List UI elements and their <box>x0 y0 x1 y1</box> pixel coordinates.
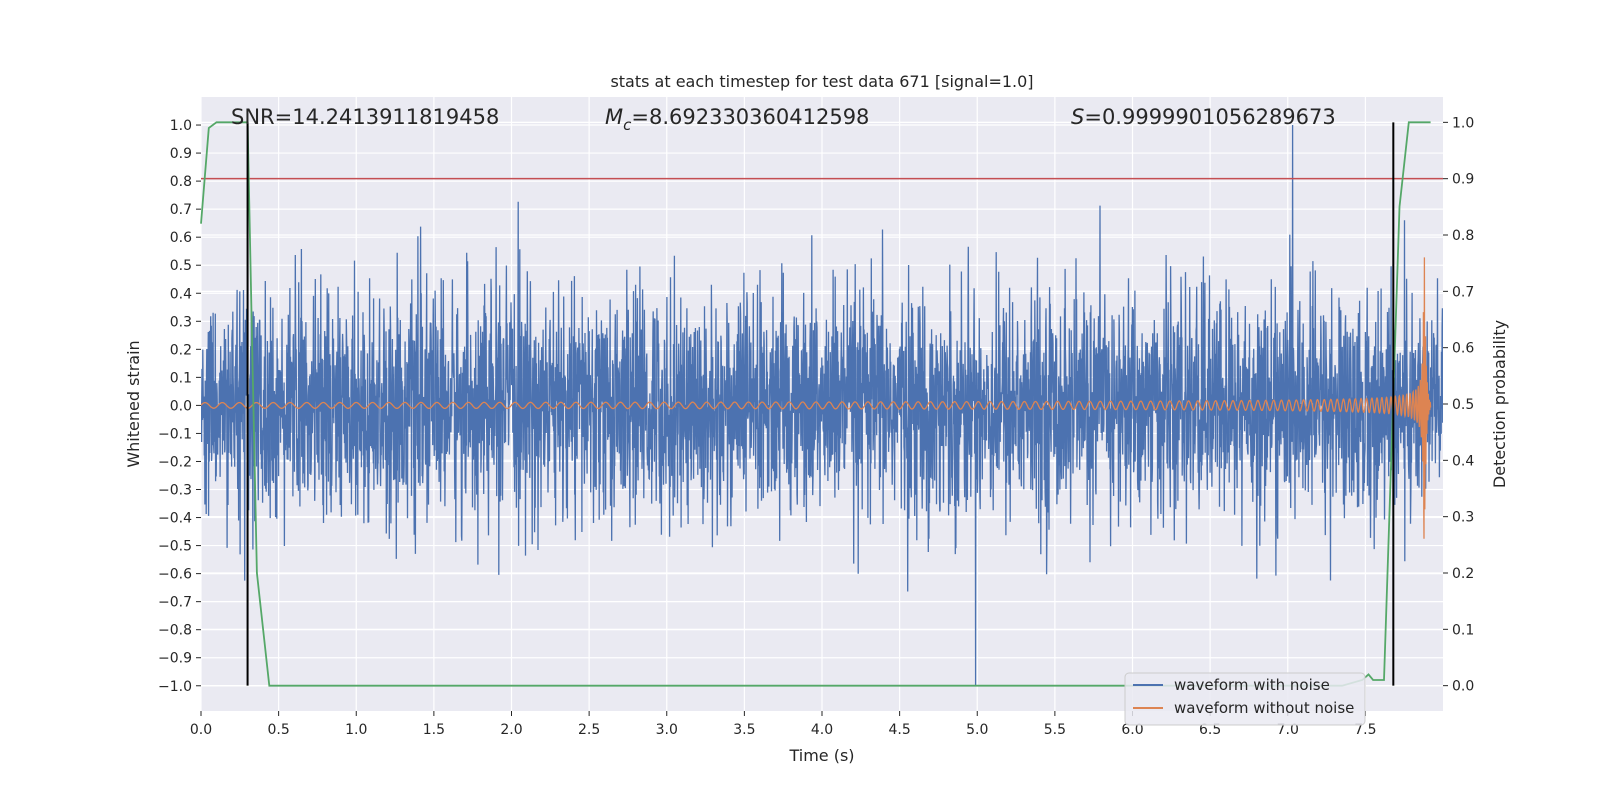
x-tick-label: 1.5 <box>423 722 445 738</box>
x-tick-label: 3.5 <box>733 722 755 738</box>
y-left-tick-label: −0.9 <box>158 651 192 667</box>
y-left-tick-label: 0.6 <box>170 230 192 246</box>
chirp-mass-annotation: Mc=8.692330360412598 <box>605 105 869 134</box>
plot-content <box>201 124 1443 686</box>
x-tick-label: 5.5 <box>1044 722 1066 738</box>
x-tick-label: 7.5 <box>1354 722 1376 738</box>
series-detection-probability <box>200 121 1431 687</box>
significance-annotation: S=0.9999901056289673 <box>1071 105 1336 129</box>
y-axis-right: 1.0 0.9 0.8 0.7 0.6 0.5 0.4 0.3 0.2 0.1 0.0 <box>1443 115 1474 695</box>
y-right-tick-label: 0.1 <box>1452 622 1474 638</box>
y-right-tick-label: 0.4 <box>1452 453 1474 469</box>
y-right-tick-label: 0.9 <box>1452 172 1474 188</box>
legend-label-clean: waveform without noise <box>1174 699 1354 717</box>
chart-title: stats at each timestep for test data 671… <box>610 72 1033 91</box>
chirp-mass-symbol: M <box>605 105 623 129</box>
x-tick-label: 1.0 <box>345 722 367 738</box>
y-left-tick-label: 0.0 <box>170 398 192 414</box>
series-waveform-without-noise <box>201 257 1432 539</box>
series-waveform-with-noise <box>201 124 1443 686</box>
y-left-tick-label: 0.1 <box>170 370 192 386</box>
x-tick-label: 3.0 <box>656 722 678 738</box>
y-left-tick-label: 0.4 <box>170 286 192 302</box>
y-right-tick-label: 1.0 <box>1452 115 1474 131</box>
x-tick-label: 6.0 <box>1121 722 1143 738</box>
y-axis-right-label: Detection probability <box>1490 320 1509 488</box>
chirp-mass-value: =8.692330360412598 <box>631 105 869 129</box>
x-tick-label: 5.0 <box>966 722 988 738</box>
y-left-tick-label: −0.3 <box>158 483 192 499</box>
y-left-tick-label: 0.5 <box>170 258 192 274</box>
y-right-tick-label: 0.3 <box>1452 510 1474 526</box>
y-left-tick-label: −0.8 <box>158 623 192 639</box>
x-tick-label: 4.5 <box>888 722 910 738</box>
y-left-tick-label: 0.9 <box>170 146 192 162</box>
y-right-tick-label: 0.5 <box>1452 397 1474 413</box>
x-tick-label: 2.5 <box>578 722 600 738</box>
y-axis-left-label: Whitened strain <box>124 340 143 467</box>
y-right-tick-label: 0.2 <box>1452 566 1474 582</box>
y-left-tick-label: −0.4 <box>158 511 192 527</box>
x-tick-label: 0.0 <box>190 722 212 738</box>
chirp-mass-subscript: c <box>623 116 632 134</box>
overlays <box>200 121 1443 687</box>
y-right-tick-label: 0.6 <box>1452 341 1474 357</box>
x-tick-label: 6.5 <box>1199 722 1221 738</box>
y-left-tick-label: 0.2 <box>170 342 192 358</box>
legend: waveform with noise waveform without noi… <box>1124 672 1366 726</box>
significance-symbol: S <box>1071 105 1084 129</box>
y-left-tick-label: 0.7 <box>170 202 192 218</box>
y-right-tick-label: 0.0 <box>1452 679 1474 695</box>
y-left-tick-label: −0.2 <box>158 454 192 470</box>
y-right-tick-label: 0.7 <box>1452 284 1474 300</box>
snr-annotation: SNR=14.2413911819458 <box>231 105 499 129</box>
y-left-tick-label: 0.8 <box>170 174 192 190</box>
x-tick-label: 7.0 <box>1277 722 1299 738</box>
x-tick-label: 4.0 <box>811 722 833 738</box>
legend-box <box>1124 672 1366 726</box>
x-axis-label: Time (s) <box>788 746 854 765</box>
y-right-tick-label: 0.8 <box>1452 228 1474 244</box>
y-left-tick-label: 0.3 <box>170 314 192 330</box>
y-left-tick-label: 1.0 <box>170 118 192 134</box>
significance-value: =0.9999901056289673 <box>1084 105 1335 129</box>
legend-label-noise: waveform with noise <box>1174 676 1330 694</box>
y-left-tick-label: −0.6 <box>158 567 192 583</box>
y-left-tick-label: −0.5 <box>158 539 192 555</box>
y-axis-left: 1.0 0.9 0.8 0.7 0.6 0.5 0.4 0.3 0.2 0.1 0.0 −0.1 −0.… <box>158 118 201 695</box>
x-axis: 0.0 0.5 1.0 1.5 2.0 2.5 3.0 3.5 4.0 4.5 5.0 5.5 6.0 6… <box>190 711 1377 738</box>
x-tick-label: 0.5 <box>267 722 289 738</box>
y-left-tick-label: −0.7 <box>158 595 192 611</box>
x-tick-label: 2.0 <box>500 722 522 738</box>
y-left-tick-label: −1.0 <box>158 679 192 695</box>
y-left-tick-label: −0.1 <box>158 426 192 442</box>
